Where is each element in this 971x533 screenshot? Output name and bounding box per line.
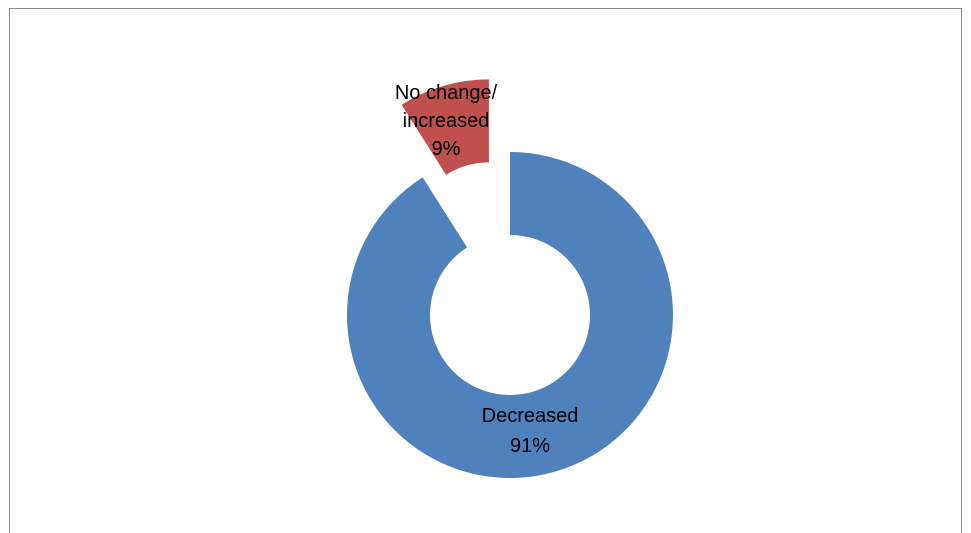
slices-layer (346, 79, 673, 478)
slice-label-0: Decreased 91% (482, 405, 579, 457)
slice-decreased (346, 152, 673, 478)
slice-no-change-increased (401, 79, 489, 175)
slice-label-1: No change/increased 9% (395, 82, 498, 160)
labels-layer: Decreased 91% No change/increased 9% (395, 82, 579, 457)
